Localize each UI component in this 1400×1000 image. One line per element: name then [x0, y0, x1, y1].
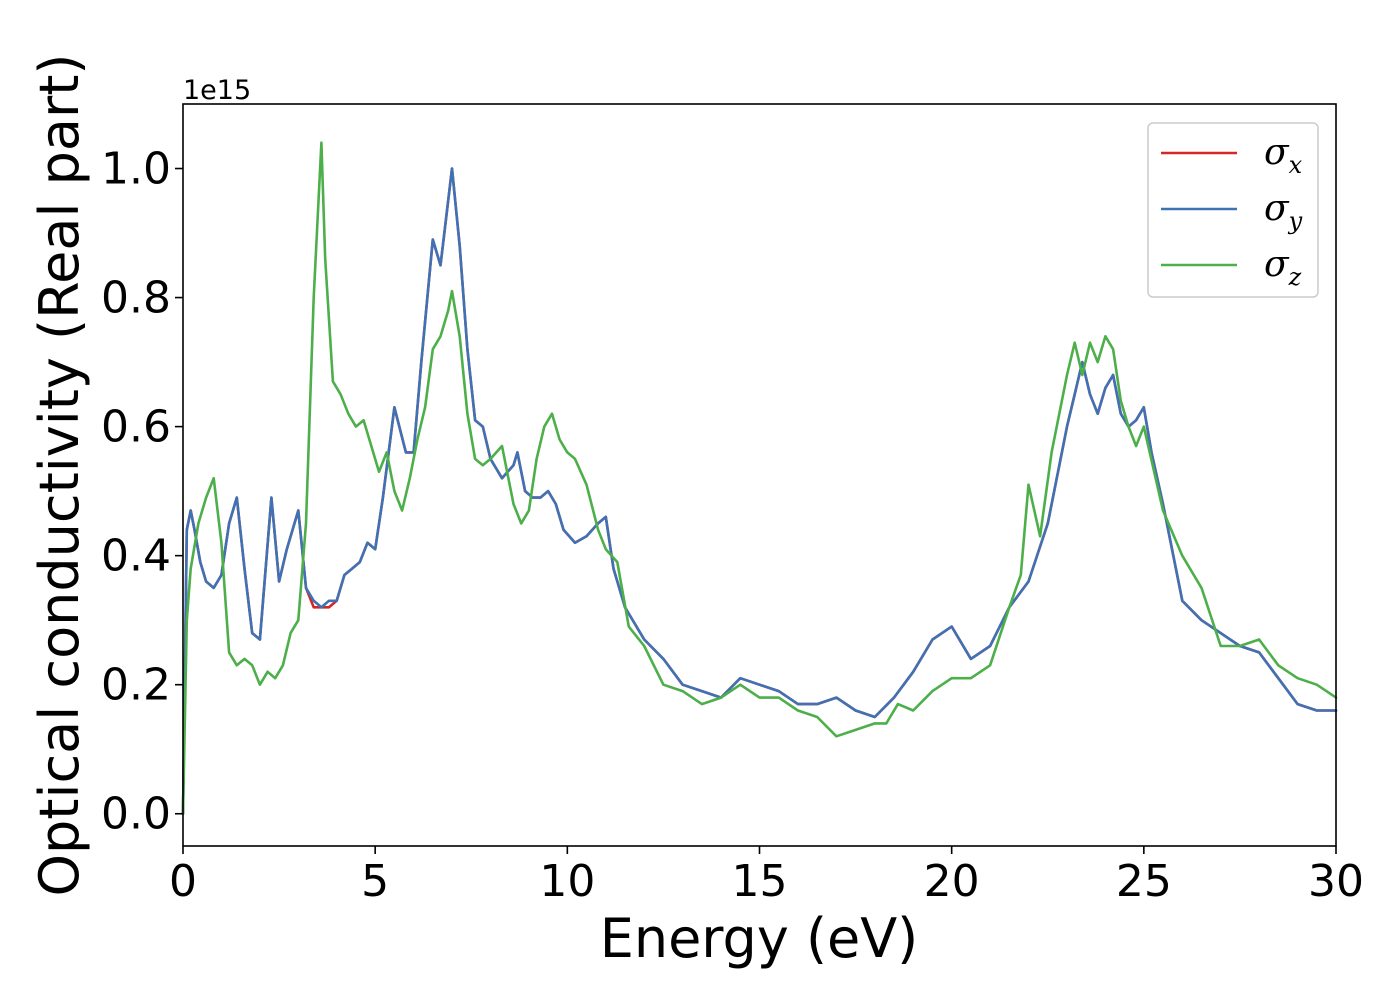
y-tick-label: 0.0 [101, 789, 171, 840]
y-tick-label: 0.6 [101, 402, 171, 453]
legend-label-x: σx [1264, 132, 1303, 179]
y-tick-label: 0.8 [101, 273, 171, 324]
x-tick-label: 25 [1116, 856, 1172, 907]
y-tick-label: 0.2 [101, 660, 171, 711]
legend-label-y: σy [1264, 188, 1303, 235]
x-tick-label: 20 [924, 856, 980, 907]
y-axis-ticks: 0.0 0.2 0.4 0.6 0.8 1.0 [101, 144, 183, 840]
y-tick-label: 0.4 [101, 531, 171, 582]
x-tick-label: 15 [732, 856, 788, 907]
x-axis-title: Energy (eV) [600, 907, 919, 970]
x-tick-label: 5 [361, 856, 389, 907]
x-tick-label: 30 [1308, 856, 1364, 907]
series-lines [181, 141, 1338, 815]
legend: σx σy σz [1147, 122, 1319, 298]
x-tick-label: 10 [539, 856, 595, 907]
x-axis-ticks: 0 5 10 15 20 25 30 [169, 846, 1364, 907]
series-line-y [181, 167, 1338, 815]
y-offset-label: 1e15 [183, 75, 251, 106]
series-line-z [181, 141, 1338, 815]
x-tick-label: 0 [169, 856, 197, 907]
y-axis-title: Optical conductivity (Real part) [28, 54, 91, 897]
y-tick-label: 1.0 [101, 144, 171, 195]
legend-label-z: σz [1264, 244, 1302, 291]
